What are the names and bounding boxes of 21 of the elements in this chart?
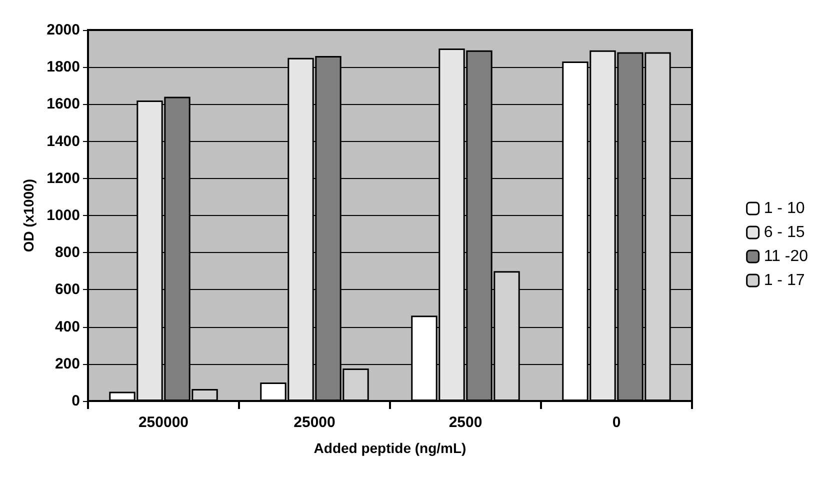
y-tick-label: 400 xyxy=(54,318,80,336)
y-tick-label: 600 xyxy=(54,281,80,298)
legend-label: 1 - 10 xyxy=(764,200,805,217)
y-tick-label: 200 xyxy=(54,355,80,372)
x-tick-label: 0 xyxy=(612,414,621,431)
y-tick-label: 800 xyxy=(54,244,80,262)
legend-label: 6 - 15 xyxy=(764,224,805,241)
y-axis-title: OD (x1000) xyxy=(20,178,37,252)
legend-label: 11 -20 xyxy=(764,248,808,265)
x-tick-label: 2500 xyxy=(448,414,482,431)
legend-label: 1 - 17 xyxy=(764,272,805,289)
y-tick-label: 1800 xyxy=(46,58,80,76)
y-tick-label: 0 xyxy=(72,392,80,410)
y-tick-label: 2000 xyxy=(46,22,80,38)
y-tick-label: 1000 xyxy=(46,207,80,224)
y-tick-label: 1400 xyxy=(46,132,80,150)
x-tick-label: 25000 xyxy=(294,414,336,431)
y-tick-label: 1600 xyxy=(46,96,80,113)
x-axis-title: Added peptide (ng/mL) xyxy=(314,440,466,456)
y-tick-label: 1200 xyxy=(46,170,80,187)
x-tick-label: 250000 xyxy=(138,414,189,431)
